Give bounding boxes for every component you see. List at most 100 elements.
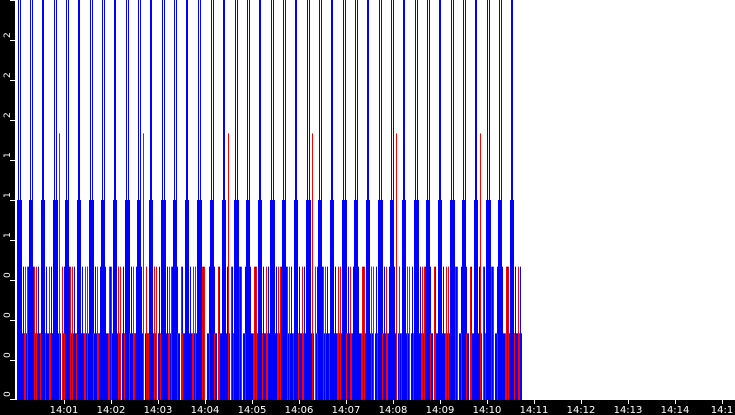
bar-series-0: [42, 0, 43, 400]
bar-series-0: [182, 266, 183, 400]
bar-series-1: [254, 266, 255, 400]
bar-series-0: [152, 200, 153, 400]
bar-series-0: [334, 333, 335, 400]
bar-series-0: [496, 333, 497, 400]
bar-series-0: [116, 200, 117, 400]
bar-series-1: [177, 333, 178, 400]
bar-series-0: [166, 333, 167, 400]
bar-series-0: [112, 333, 113, 400]
x-axis-band: [0, 400, 735, 415]
bar-series-0: [163, 200, 164, 400]
bar-series-0: [344, 200, 345, 400]
bar-series-0: [215, 333, 216, 400]
bar-series-0: [449, 333, 450, 400]
bar-series-0: [138, 0, 139, 400]
bar-series-1: [70, 266, 71, 400]
bar-series-0: [225, 200, 226, 400]
x-tick-label: 14:03: [144, 405, 173, 415]
bar-series-0: [32, 0, 33, 400]
bar-series-1: [303, 333, 304, 400]
bar-series-0: [385, 333, 386, 400]
bar-series-1: [148, 333, 149, 400]
bar-series-1: [289, 266, 290, 400]
bar-series-1: [508, 266, 509, 400]
bar-series-0: [504, 333, 505, 400]
bar-series-0: [345, 0, 346, 400]
bar-series-1: [231, 266, 232, 400]
bar-series-0: [190, 266, 191, 400]
bar-series-1: [337, 333, 338, 400]
bar-series-0: [419, 333, 420, 400]
bar-series-0: [31, 200, 32, 400]
bar-series-1: [518, 266, 519, 400]
bar-series-0: [54, 0, 55, 400]
bar-series-0: [117, 333, 118, 400]
bar-series-0: [38, 266, 39, 400]
bar-series-1: [315, 266, 316, 400]
bar-series-0: [467, 333, 468, 400]
bar-series-1: [373, 266, 374, 400]
y-tick-label: 2: [3, 72, 13, 78]
bar-series-0: [255, 266, 256, 400]
bar-series-0: [37, 333, 38, 400]
bar-series-1: [483, 266, 484, 400]
bar-series-0: [194, 333, 195, 400]
bar-series-0: [64, 266, 65, 400]
bar-series-0: [332, 0, 333, 400]
bar-series-0: [349, 333, 350, 400]
bar-series-0: [151, 0, 152, 400]
bar-series-0: [60, 333, 61, 400]
bar-series-1: [195, 266, 196, 400]
bar-series-0: [41, 200, 42, 400]
bar-series-0: [44, 200, 45, 400]
bar-series-0: [184, 333, 185, 400]
bar-series-0: [356, 200, 357, 400]
bar-series-1: [448, 266, 449, 400]
bar-series-0: [311, 333, 312, 400]
bar-series-1: [407, 266, 408, 400]
bar-series-0: [173, 200, 174, 400]
bar-series-0: [365, 333, 366, 400]
bar-series-0: [95, 266, 96, 400]
bar-series-0: [208, 333, 209, 400]
bar-series-0: [427, 0, 428, 400]
bar-series-1: [325, 266, 326, 400]
bar-series-0: [268, 266, 269, 400]
bar-series-0: [18, 0, 19, 400]
bar-series-0: [390, 200, 391, 400]
bar-series-0: [119, 333, 120, 400]
bar-series-0: [137, 200, 138, 400]
bar-series-0: [379, 0, 380, 400]
bar-series-0: [135, 333, 136, 400]
bar-series-0: [347, 333, 348, 400]
bar-series-1: [40, 333, 41, 400]
bar-series-0: [366, 200, 367, 400]
bar-series-0: [441, 200, 442, 400]
bar-series-0: [459, 333, 460, 400]
bar-series-0: [320, 200, 321, 400]
bar-series-0: [30, 0, 31, 400]
bar-series-1: [45, 333, 46, 400]
bar-series-0: [67, 200, 68, 400]
bar-series-0: [346, 200, 347, 400]
bar-series-0: [219, 266, 220, 400]
bar-series-1: [317, 333, 318, 400]
bar-series-0: [130, 333, 131, 400]
bar-series-0: [101, 200, 102, 400]
bar-series-0: [305, 333, 306, 400]
bar-series-1: [287, 266, 288, 400]
bar-series-0: [100, 266, 101, 400]
bar-series-0: [460, 333, 461, 400]
bar-series-0: [90, 0, 91, 400]
bar-series-0: [91, 200, 92, 400]
bar-series-0: [107, 333, 108, 400]
bar-series-0: [380, 200, 381, 400]
bar-series-0: [263, 266, 264, 400]
bar-series-0: [123, 266, 124, 400]
bar-series-0: [270, 200, 271, 400]
bar-series-0: [417, 0, 418, 400]
bar-series-1: [277, 333, 278, 400]
bar-series-0: [261, 200, 262, 400]
bar-series-0: [200, 0, 201, 400]
bar-series-0: [165, 200, 166, 400]
